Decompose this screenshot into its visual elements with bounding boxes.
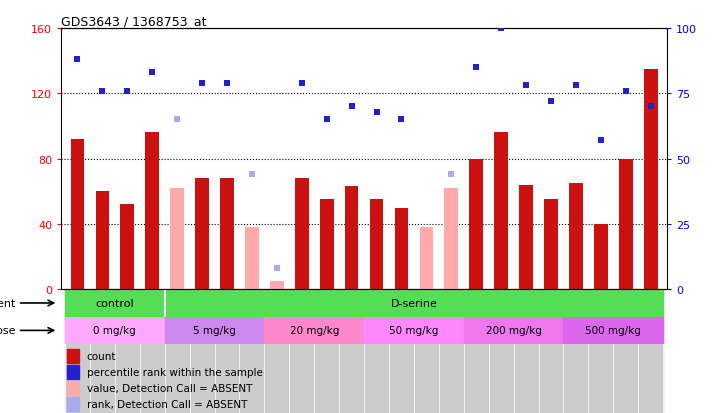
Bar xyxy=(71,140,84,290)
Bar xyxy=(414,290,439,413)
Bar xyxy=(220,179,234,290)
Bar xyxy=(170,189,184,290)
Text: 500 mg/kg: 500 mg/kg xyxy=(585,325,641,336)
Bar xyxy=(164,290,190,413)
Bar xyxy=(389,290,414,413)
Bar xyxy=(394,208,408,290)
Bar xyxy=(65,317,164,344)
Bar xyxy=(67,397,79,411)
Bar xyxy=(519,185,533,290)
Bar xyxy=(539,290,564,413)
Bar xyxy=(644,70,658,290)
Bar xyxy=(614,290,638,413)
Bar xyxy=(364,317,464,344)
Bar xyxy=(444,189,458,290)
Text: D-serine: D-serine xyxy=(391,298,438,308)
Bar xyxy=(140,290,164,413)
Bar xyxy=(146,133,159,290)
Bar xyxy=(619,159,632,290)
Bar xyxy=(569,184,583,290)
Bar xyxy=(245,228,259,290)
Text: dose: dose xyxy=(0,325,16,336)
Text: 200 mg/kg: 200 mg/kg xyxy=(486,325,541,336)
Bar xyxy=(364,290,389,413)
Text: 0 mg/kg: 0 mg/kg xyxy=(94,325,136,336)
Bar xyxy=(314,290,339,413)
Bar xyxy=(164,317,265,344)
Text: 50 mg/kg: 50 mg/kg xyxy=(389,325,438,336)
Bar xyxy=(564,317,663,344)
Text: 5 mg/kg: 5 mg/kg xyxy=(193,325,236,336)
Bar xyxy=(370,200,384,290)
Bar xyxy=(420,228,433,290)
Bar xyxy=(190,290,215,413)
Bar xyxy=(564,290,588,413)
Text: 20 mg/kg: 20 mg/kg xyxy=(290,325,339,336)
Bar xyxy=(67,349,79,363)
Bar xyxy=(588,290,614,413)
Text: count: count xyxy=(87,351,116,361)
Bar xyxy=(464,290,489,413)
Bar xyxy=(345,187,358,290)
Bar xyxy=(65,290,164,317)
Text: GDS3643 / 1368753_at: GDS3643 / 1368753_at xyxy=(61,15,207,28)
Bar xyxy=(289,290,314,413)
Bar xyxy=(164,290,663,317)
Bar xyxy=(464,317,564,344)
Bar xyxy=(115,290,140,413)
Text: rank, Detection Call = ABSENT: rank, Detection Call = ABSENT xyxy=(87,399,247,409)
Bar xyxy=(120,205,134,290)
Bar xyxy=(339,290,364,413)
Bar xyxy=(239,290,265,413)
Text: control: control xyxy=(96,298,134,308)
Bar xyxy=(489,290,513,413)
Bar xyxy=(67,381,79,395)
Bar xyxy=(469,159,483,290)
Bar xyxy=(215,290,239,413)
Bar xyxy=(65,290,90,413)
Bar xyxy=(594,224,608,290)
Bar xyxy=(544,200,558,290)
Bar xyxy=(320,200,334,290)
Text: agent: agent xyxy=(0,298,16,308)
Bar xyxy=(265,290,289,413)
Text: value, Detection Call = ABSENT: value, Detection Call = ABSENT xyxy=(87,383,252,393)
Bar xyxy=(270,281,284,290)
Bar xyxy=(495,133,508,290)
Bar xyxy=(96,192,110,290)
Bar xyxy=(439,290,464,413)
Bar xyxy=(195,179,209,290)
Bar xyxy=(513,290,539,413)
Bar xyxy=(638,290,663,413)
Bar xyxy=(295,179,309,290)
Bar xyxy=(90,290,115,413)
Bar xyxy=(67,365,79,379)
Bar xyxy=(265,317,364,344)
Text: percentile rank within the sample: percentile rank within the sample xyxy=(87,367,262,377)
